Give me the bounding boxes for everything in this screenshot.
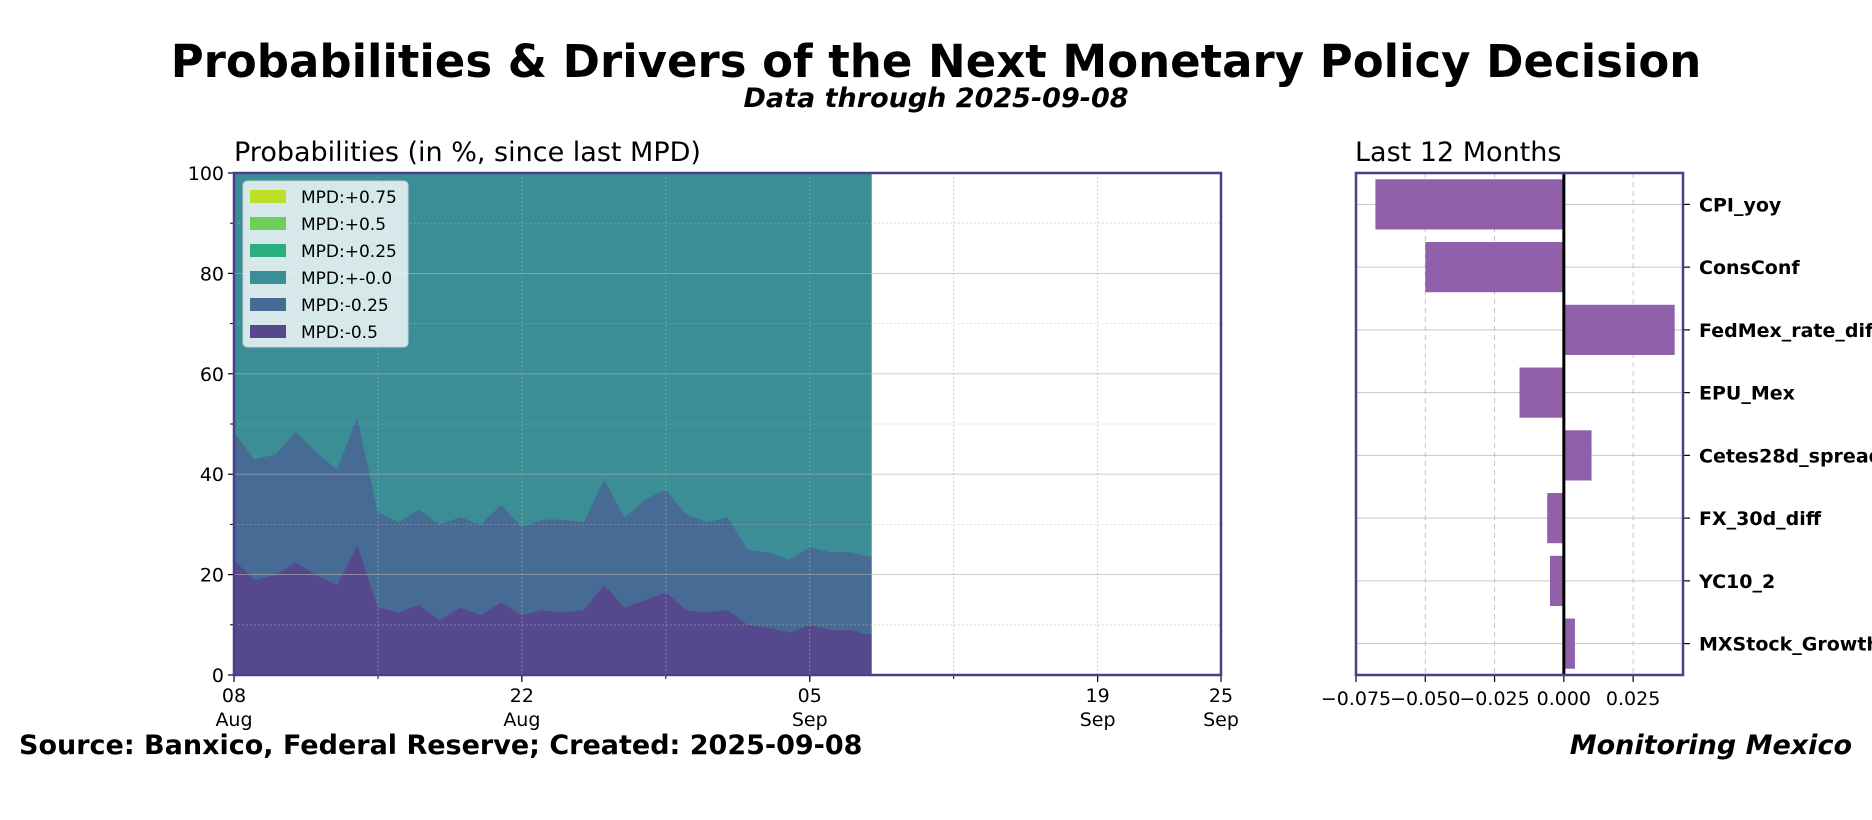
page-subtitle: Data through 2025-09-08 <box>743 83 1129 114</box>
page-title: Probabilities & Drivers of the Next Mone… <box>170 35 1702 88</box>
drivers-bar-chart: Last 12 Months −0.075−0.050−0.025 0.000 0.… <box>1321 137 1872 710</box>
area-xtick-label-day: 08 <box>222 685 246 707</box>
legend-label: MPD:+0.75 <box>301 188 397 208</box>
bar-yc10-2 <box>1549 555 1564 606</box>
area-xtick-label-day: 25 <box>1209 685 1233 707</box>
area-xtick-label-month: Sep <box>792 709 828 731</box>
legend-label: MPD:+0.25 <box>301 242 397 262</box>
area-xtick-label-day: 05 <box>798 685 822 707</box>
legend-label: MPD:+0.5 <box>301 215 386 235</box>
bar-category-label: CPI_yoy <box>1699 194 1782 216</box>
legend-swatch <box>250 244 286 257</box>
area-xtick-label-day: 22 <box>510 685 534 707</box>
area-legend: MPD:+0.75 MPD:+0.5 MPD:+0.25 MPD:+-0.0 MPD:-… <box>242 180 409 348</box>
area-ytick-label: 0 <box>212 665 224 687</box>
bar-category-label: FedMex_rate_diff <box>1699 320 1872 342</box>
bar-fx-30d-diff <box>1547 493 1564 544</box>
legend-swatch <box>250 325 286 338</box>
area-ytick-label: 80 <box>200 263 224 285</box>
legend-label: MPD:+-0.0 <box>301 269 392 289</box>
legend-swatch <box>250 217 286 230</box>
area-plot-frame <box>232 171 1223 677</box>
bar-category-label: FX_30d_diff <box>1699 508 1822 530</box>
area-ytick-label: 40 <box>200 464 224 486</box>
bar-cetes28d-spread <box>1563 430 1592 481</box>
bar-epu-mex <box>1519 367 1564 418</box>
area-xtick-label-month: Aug <box>215 709 252 731</box>
legend-swatch <box>250 271 286 284</box>
bar-category-label: Cetes28d_spread <box>1699 445 1872 467</box>
area-xtick-label-month: Aug <box>503 709 540 731</box>
area-ytick-label: 20 <box>200 565 224 587</box>
bar-y-axis: CPI_yoy ConsConf FedMex_rate_diff EPU_Mex Ce… <box>1683 194 1872 656</box>
area-ytick-label: 100 <box>188 163 224 185</box>
source-note: Source: Banxico, Federal Reserve; Create… <box>19 730 863 761</box>
bar-xtick-label: 0.000 <box>1537 688 1591 710</box>
bar-category-label: MXStock_Growth <box>1699 634 1872 656</box>
bar-xtick-label: 0.025 <box>1606 688 1660 710</box>
probabilities-chart: Probabilities (in %, since last MPD) 0 20… <box>188 137 1239 731</box>
bar-x-axis: −0.075−0.050−0.025 0.000 0.025 <box>1321 675 1660 710</box>
bar-category-label: YC10_2 <box>1698 571 1775 593</box>
bar-category-label: ConsConf <box>1699 257 1800 279</box>
bar-consconf <box>1425 242 1564 293</box>
bar-plot-frame <box>1354 171 1685 677</box>
area-xtick-label-day: 19 <box>1086 685 1110 707</box>
area-xtick-label-month: Sep <box>1080 709 1116 731</box>
legend-label: MPD:-0.25 <box>301 296 389 316</box>
bar-xtick-label: −0.050 <box>1390 688 1460 710</box>
bar-cpi-yoy <box>1375 179 1564 230</box>
area-xtick-label-month: Sep <box>1203 709 1239 731</box>
drivers-chart-title: Last 12 Months <box>1355 137 1561 168</box>
bar-category-label: EPU_Mex <box>1699 383 1795 405</box>
legend-label: MPD:-0.5 <box>301 323 378 343</box>
probabilities-chart-title: Probabilities (in %, since last MPD) <box>234 137 701 168</box>
bar-series <box>1375 179 1675 669</box>
area-ytick-label: 60 <box>200 364 224 386</box>
bar-mxstock-growth <box>1563 618 1575 669</box>
legend-swatch <box>250 298 286 311</box>
bar-fedmex-rate-diff <box>1563 304 1675 355</box>
area-y-axis: 0 20 40 60 80 100 <box>188 163 234 687</box>
bar-xtick-label: −0.025 <box>1459 688 1529 710</box>
legend-swatch <box>250 190 286 203</box>
brand-label: Monitoring Mexico <box>1569 730 1852 761</box>
bar-xtick-label: −0.075 <box>1321 688 1391 710</box>
